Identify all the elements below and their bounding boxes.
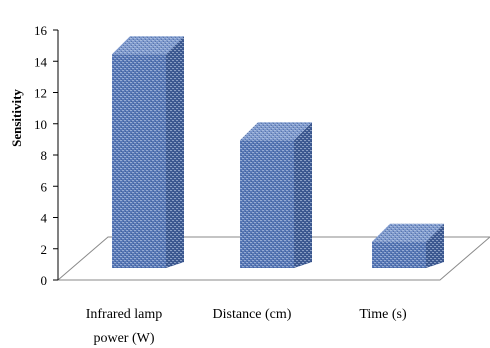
bar-side-texture <box>294 122 312 268</box>
x-category-label: Time (s) <box>359 307 407 322</box>
bar-front-texture <box>112 54 166 268</box>
bar <box>240 122 312 268</box>
bar-front-texture <box>240 140 294 268</box>
x-category-label: power (W) <box>93 331 154 346</box>
bar-front-texture <box>372 241 426 268</box>
y-tick-label: 16 <box>34 23 48 38</box>
y-tick-label: 10 <box>34 117 47 132</box>
y-tick-label: 4 <box>41 211 48 226</box>
bar-top-texture <box>112 36 184 55</box>
y-tick-label: 0 <box>41 273 48 288</box>
bar-top-texture <box>372 223 444 242</box>
x-category-label: Infrared lamp <box>86 307 163 322</box>
y-tick-label: 2 <box>41 242 48 257</box>
bar-side-texture <box>426 223 444 268</box>
y-tick-label: 12 <box>34 86 47 101</box>
bar-top-texture <box>240 122 312 141</box>
y-axis-title: Sensitivity <box>9 89 24 147</box>
y-tick-label: 14 <box>34 54 48 69</box>
bar <box>372 223 444 268</box>
y-tick-label: 8 <box>41 148 48 163</box>
bar-side-texture <box>166 36 184 268</box>
bar <box>112 36 184 268</box>
x-category-label: Distance (cm) <box>213 307 292 322</box>
y-tick-label: 6 <box>41 179 48 194</box>
